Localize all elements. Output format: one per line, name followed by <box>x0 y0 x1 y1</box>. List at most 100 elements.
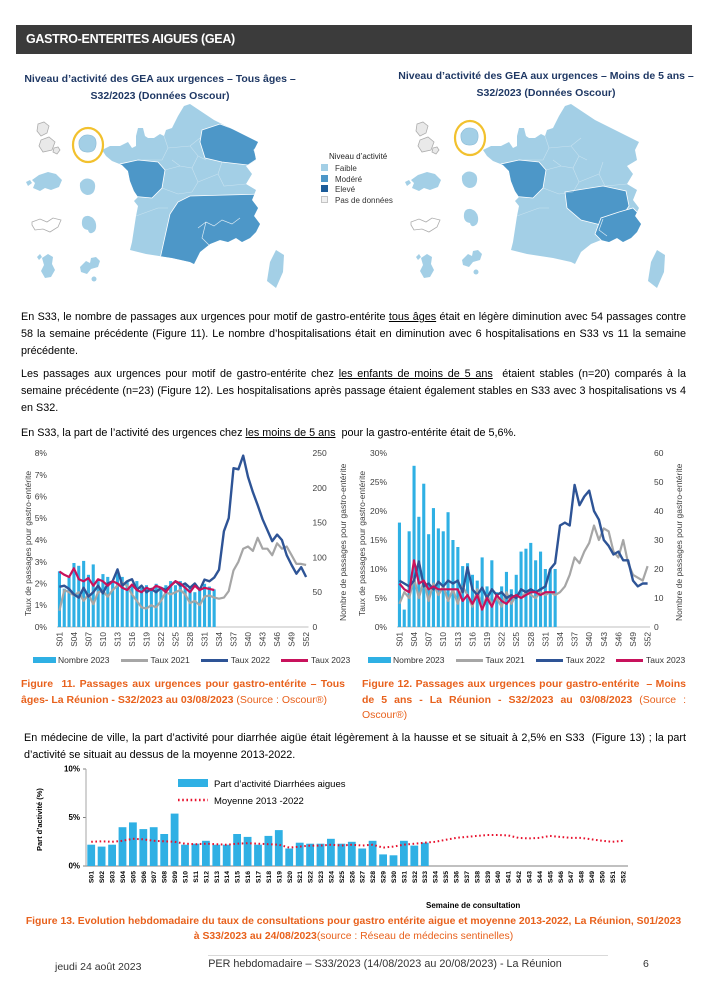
svg-text:10%: 10% <box>64 765 80 774</box>
svg-text:S52: S52 <box>620 871 627 883</box>
svg-text:S43: S43 <box>527 871 534 883</box>
svg-text:S37: S37 <box>570 632 580 647</box>
svg-text:0%: 0% <box>68 862 80 871</box>
svg-text:S50: S50 <box>599 871 606 883</box>
svg-text:S12: S12 <box>203 871 210 883</box>
svg-text:S10: S10 <box>183 871 190 883</box>
svg-text:20: 20 <box>654 564 664 574</box>
svg-text:S13: S13 <box>214 871 221 883</box>
svg-text:50: 50 <box>313 587 323 597</box>
svg-text:S40: S40 <box>495 871 502 883</box>
svg-text:S52: S52 <box>301 632 311 647</box>
svg-text:S32: S32 <box>412 871 419 883</box>
svg-text:8%: 8% <box>35 448 48 458</box>
svg-text:S37: S37 <box>229 632 239 647</box>
svg-text:S10: S10 <box>438 632 448 647</box>
svg-text:S19: S19 <box>142 632 152 647</box>
svg-text:S30: S30 <box>391 871 398 883</box>
svg-text:S51: S51 <box>610 871 617 883</box>
svg-text:Moyenne 2013 -2022: Moyenne 2013 -2022 <box>214 796 304 807</box>
svg-text:5%: 5% <box>68 813 80 822</box>
svg-text:S08: S08 <box>162 871 169 883</box>
svg-text:S45: S45 <box>547 871 554 883</box>
svg-text:S26: S26 <box>349 871 356 883</box>
svg-text:S17: S17 <box>256 871 263 883</box>
svg-text:S35: S35 <box>443 871 450 883</box>
svg-text:S49: S49 <box>287 632 297 647</box>
svg-text:S07: S07 <box>151 871 158 883</box>
svg-text:S16: S16 <box>127 632 137 647</box>
svg-text:S22: S22 <box>497 632 507 647</box>
svg-text:S25: S25 <box>171 632 181 647</box>
svg-text:S48: S48 <box>579 871 586 883</box>
svg-text:S31: S31 <box>540 632 550 647</box>
svg-text:100: 100 <box>313 552 327 562</box>
svg-text:S11: S11 <box>193 871 200 883</box>
svg-text:S47: S47 <box>568 871 575 883</box>
svg-text:S03: S03 <box>110 871 117 883</box>
svg-text:4%: 4% <box>35 535 48 545</box>
svg-text:S31: S31 <box>200 632 210 647</box>
svg-text:S34: S34 <box>555 632 565 647</box>
svg-text:S01: S01 <box>54 632 64 647</box>
svg-text:S28: S28 <box>370 871 377 883</box>
svg-text:0: 0 <box>654 622 659 632</box>
svg-text:50: 50 <box>654 477 664 487</box>
svg-text:S04: S04 <box>120 871 127 883</box>
svg-text:S18: S18 <box>266 871 273 883</box>
svg-text:S13: S13 <box>453 632 463 647</box>
svg-text:S09: S09 <box>172 871 179 883</box>
svg-text:S10: S10 <box>98 632 108 647</box>
svg-text:5%: 5% <box>35 513 48 523</box>
svg-text:S41: S41 <box>506 871 513 883</box>
svg-text:S16: S16 <box>245 871 252 883</box>
svg-text:S46: S46 <box>272 632 282 647</box>
svg-text:S20: S20 <box>287 871 294 883</box>
svg-text:20%: 20% <box>370 506 387 516</box>
svg-text:S39: S39 <box>485 871 492 883</box>
svg-text:S21: S21 <box>297 871 304 883</box>
svg-text:40: 40 <box>654 506 664 516</box>
svg-text:S07: S07 <box>424 632 434 647</box>
svg-text:S16: S16 <box>467 632 477 647</box>
svg-text:S44: S44 <box>537 871 544 883</box>
svg-text:30: 30 <box>654 535 664 545</box>
svg-text:S13: S13 <box>113 632 123 647</box>
svg-text:5%: 5% <box>375 593 388 603</box>
svg-text:S49: S49 <box>589 871 596 883</box>
svg-text:6%: 6% <box>35 492 48 502</box>
svg-text:60: 60 <box>654 448 664 458</box>
svg-text:S04: S04 <box>409 632 419 647</box>
svg-text:S06: S06 <box>141 871 148 883</box>
svg-text:S24: S24 <box>328 871 335 883</box>
svg-text:S23: S23 <box>318 871 325 883</box>
svg-text:10: 10 <box>654 593 664 603</box>
svg-text:150: 150 <box>313 518 327 528</box>
svg-text:S36: S36 <box>454 871 461 883</box>
svg-text:3%: 3% <box>35 557 48 567</box>
svg-text:2%: 2% <box>35 579 48 589</box>
svg-text:Part d’activité Diarrhées aigu: Part d’activité Diarrhées aigues <box>214 779 346 790</box>
svg-text:0: 0 <box>313 622 318 632</box>
svg-text:S28: S28 <box>526 632 536 647</box>
svg-text:S43: S43 <box>258 632 268 647</box>
svg-text:S52: S52 <box>643 632 653 647</box>
svg-text:S38: S38 <box>474 871 481 883</box>
svg-text:7%: 7% <box>35 470 48 480</box>
svg-text:S01: S01 <box>89 871 96 883</box>
svg-text:S43: S43 <box>599 632 609 647</box>
svg-text:S04: S04 <box>69 632 79 647</box>
svg-text:10%: 10% <box>370 564 387 574</box>
svg-text:S49: S49 <box>628 632 638 647</box>
svg-text:S07: S07 <box>83 632 93 647</box>
svg-text:S37: S37 <box>464 871 471 883</box>
svg-text:S01: S01 <box>394 632 404 647</box>
svg-text:S19: S19 <box>276 871 283 883</box>
svg-text:200: 200 <box>313 483 327 493</box>
svg-text:S46: S46 <box>558 871 565 883</box>
svg-text:S29: S29 <box>381 871 388 883</box>
svg-text:S25: S25 <box>339 871 346 883</box>
svg-text:0%: 0% <box>375 622 388 632</box>
svg-text:25%: 25% <box>370 477 387 487</box>
svg-text:S22: S22 <box>156 632 166 647</box>
